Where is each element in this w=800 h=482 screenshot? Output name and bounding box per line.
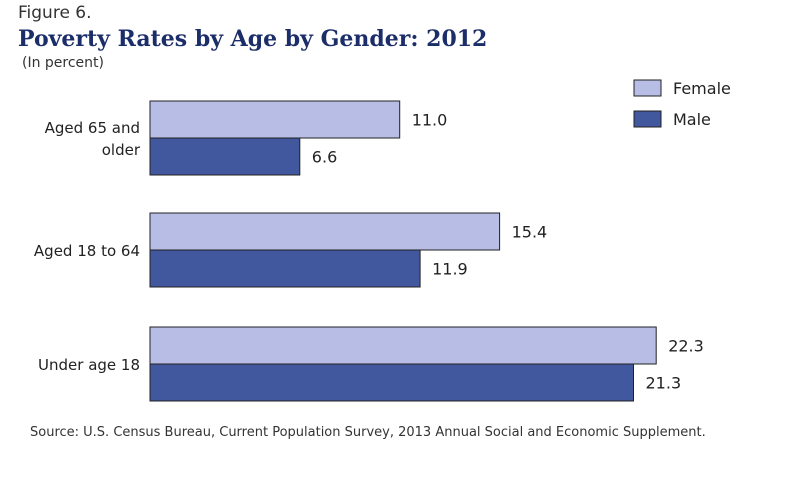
bar-male-aged-65-and-older: [149, 137, 301, 176]
data-label-female-aged-18-to-64: 15.4: [512, 223, 548, 242]
data-label-female-under-age-18: 22.3: [668, 337, 704, 356]
data-label-female-aged-65-and-older: 11.0: [412, 111, 448, 130]
category-label-aged-65-and-older-line-2: older: [102, 141, 141, 159]
chart-subtitle: (In percent): [22, 55, 104, 71]
source-note: Source: U.S. Census Bureau, Current Popu…: [30, 425, 706, 440]
data-label-male-aged-65-and-older: 6.6: [312, 148, 337, 167]
bar-female-aged-18-to-64: [149, 212, 501, 251]
bar-male-aged-18-to-64: [149, 249, 421, 288]
legend-label-male: Male: [673, 110, 711, 129]
legend-label-female: Female: [673, 79, 731, 98]
data-label-male-under-age-18: 21.3: [646, 374, 682, 393]
legend-swatch-female: [633, 79, 662, 97]
bar-male-under-age-18: [149, 363, 634, 402]
category-label-aged-65-and-older-line-1: Aged 65 and: [45, 119, 140, 137]
chart-title: Poverty Rates by Age by Gender: 2012: [18, 26, 488, 52]
figure-label: Figure 6.: [18, 3, 92, 23]
data-label-male-aged-18-to-64: 11.9: [432, 260, 468, 279]
bar-female-aged-65-and-older: [149, 100, 401, 139]
legend-swatch-male: [633, 110, 662, 128]
category-label-aged-18-to-64: Aged 18 to 64: [34, 242, 140, 260]
bar-female-under-age-18: [149, 326, 657, 365]
category-label-under-age-18: Under age 18: [38, 356, 140, 374]
